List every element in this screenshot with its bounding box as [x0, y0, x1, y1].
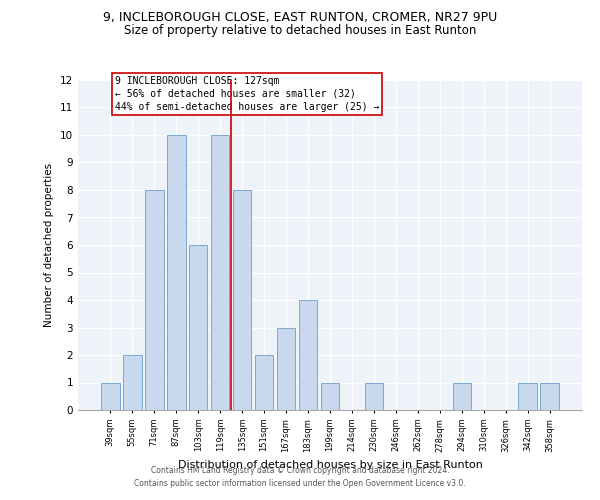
Bar	[101, 382, 119, 410]
Bar	[299, 300, 317, 410]
Bar	[123, 355, 142, 410]
Bar	[255, 355, 274, 410]
Text: Size of property relative to detached houses in East Runton: Size of property relative to detached ho…	[124, 24, 476, 37]
Bar	[277, 328, 295, 410]
Bar	[541, 382, 559, 410]
Bar	[518, 382, 537, 410]
Bar	[320, 382, 340, 410]
Bar	[452, 382, 471, 410]
Text: 9, INCLEBOROUGH CLOSE, EAST RUNTON, CROMER, NR27 9PU: 9, INCLEBOROUGH CLOSE, EAST RUNTON, CROM…	[103, 11, 497, 24]
Text: 9 INCLEBOROUGH CLOSE: 127sqm
← 56% of detached houses are smaller (32)
44% of se: 9 INCLEBOROUGH CLOSE: 127sqm ← 56% of de…	[115, 76, 379, 112]
Bar	[211, 135, 229, 410]
Bar	[189, 245, 208, 410]
Bar	[233, 190, 251, 410]
Y-axis label: Number of detached properties: Number of detached properties	[44, 163, 55, 327]
X-axis label: Distribution of detached houses by size in East Runton: Distribution of detached houses by size …	[178, 460, 482, 470]
Bar	[167, 135, 185, 410]
Bar	[145, 190, 164, 410]
Bar	[365, 382, 383, 410]
Text: Contains HM Land Registry data © Crown copyright and database right 2024.
Contai: Contains HM Land Registry data © Crown c…	[134, 466, 466, 487]
